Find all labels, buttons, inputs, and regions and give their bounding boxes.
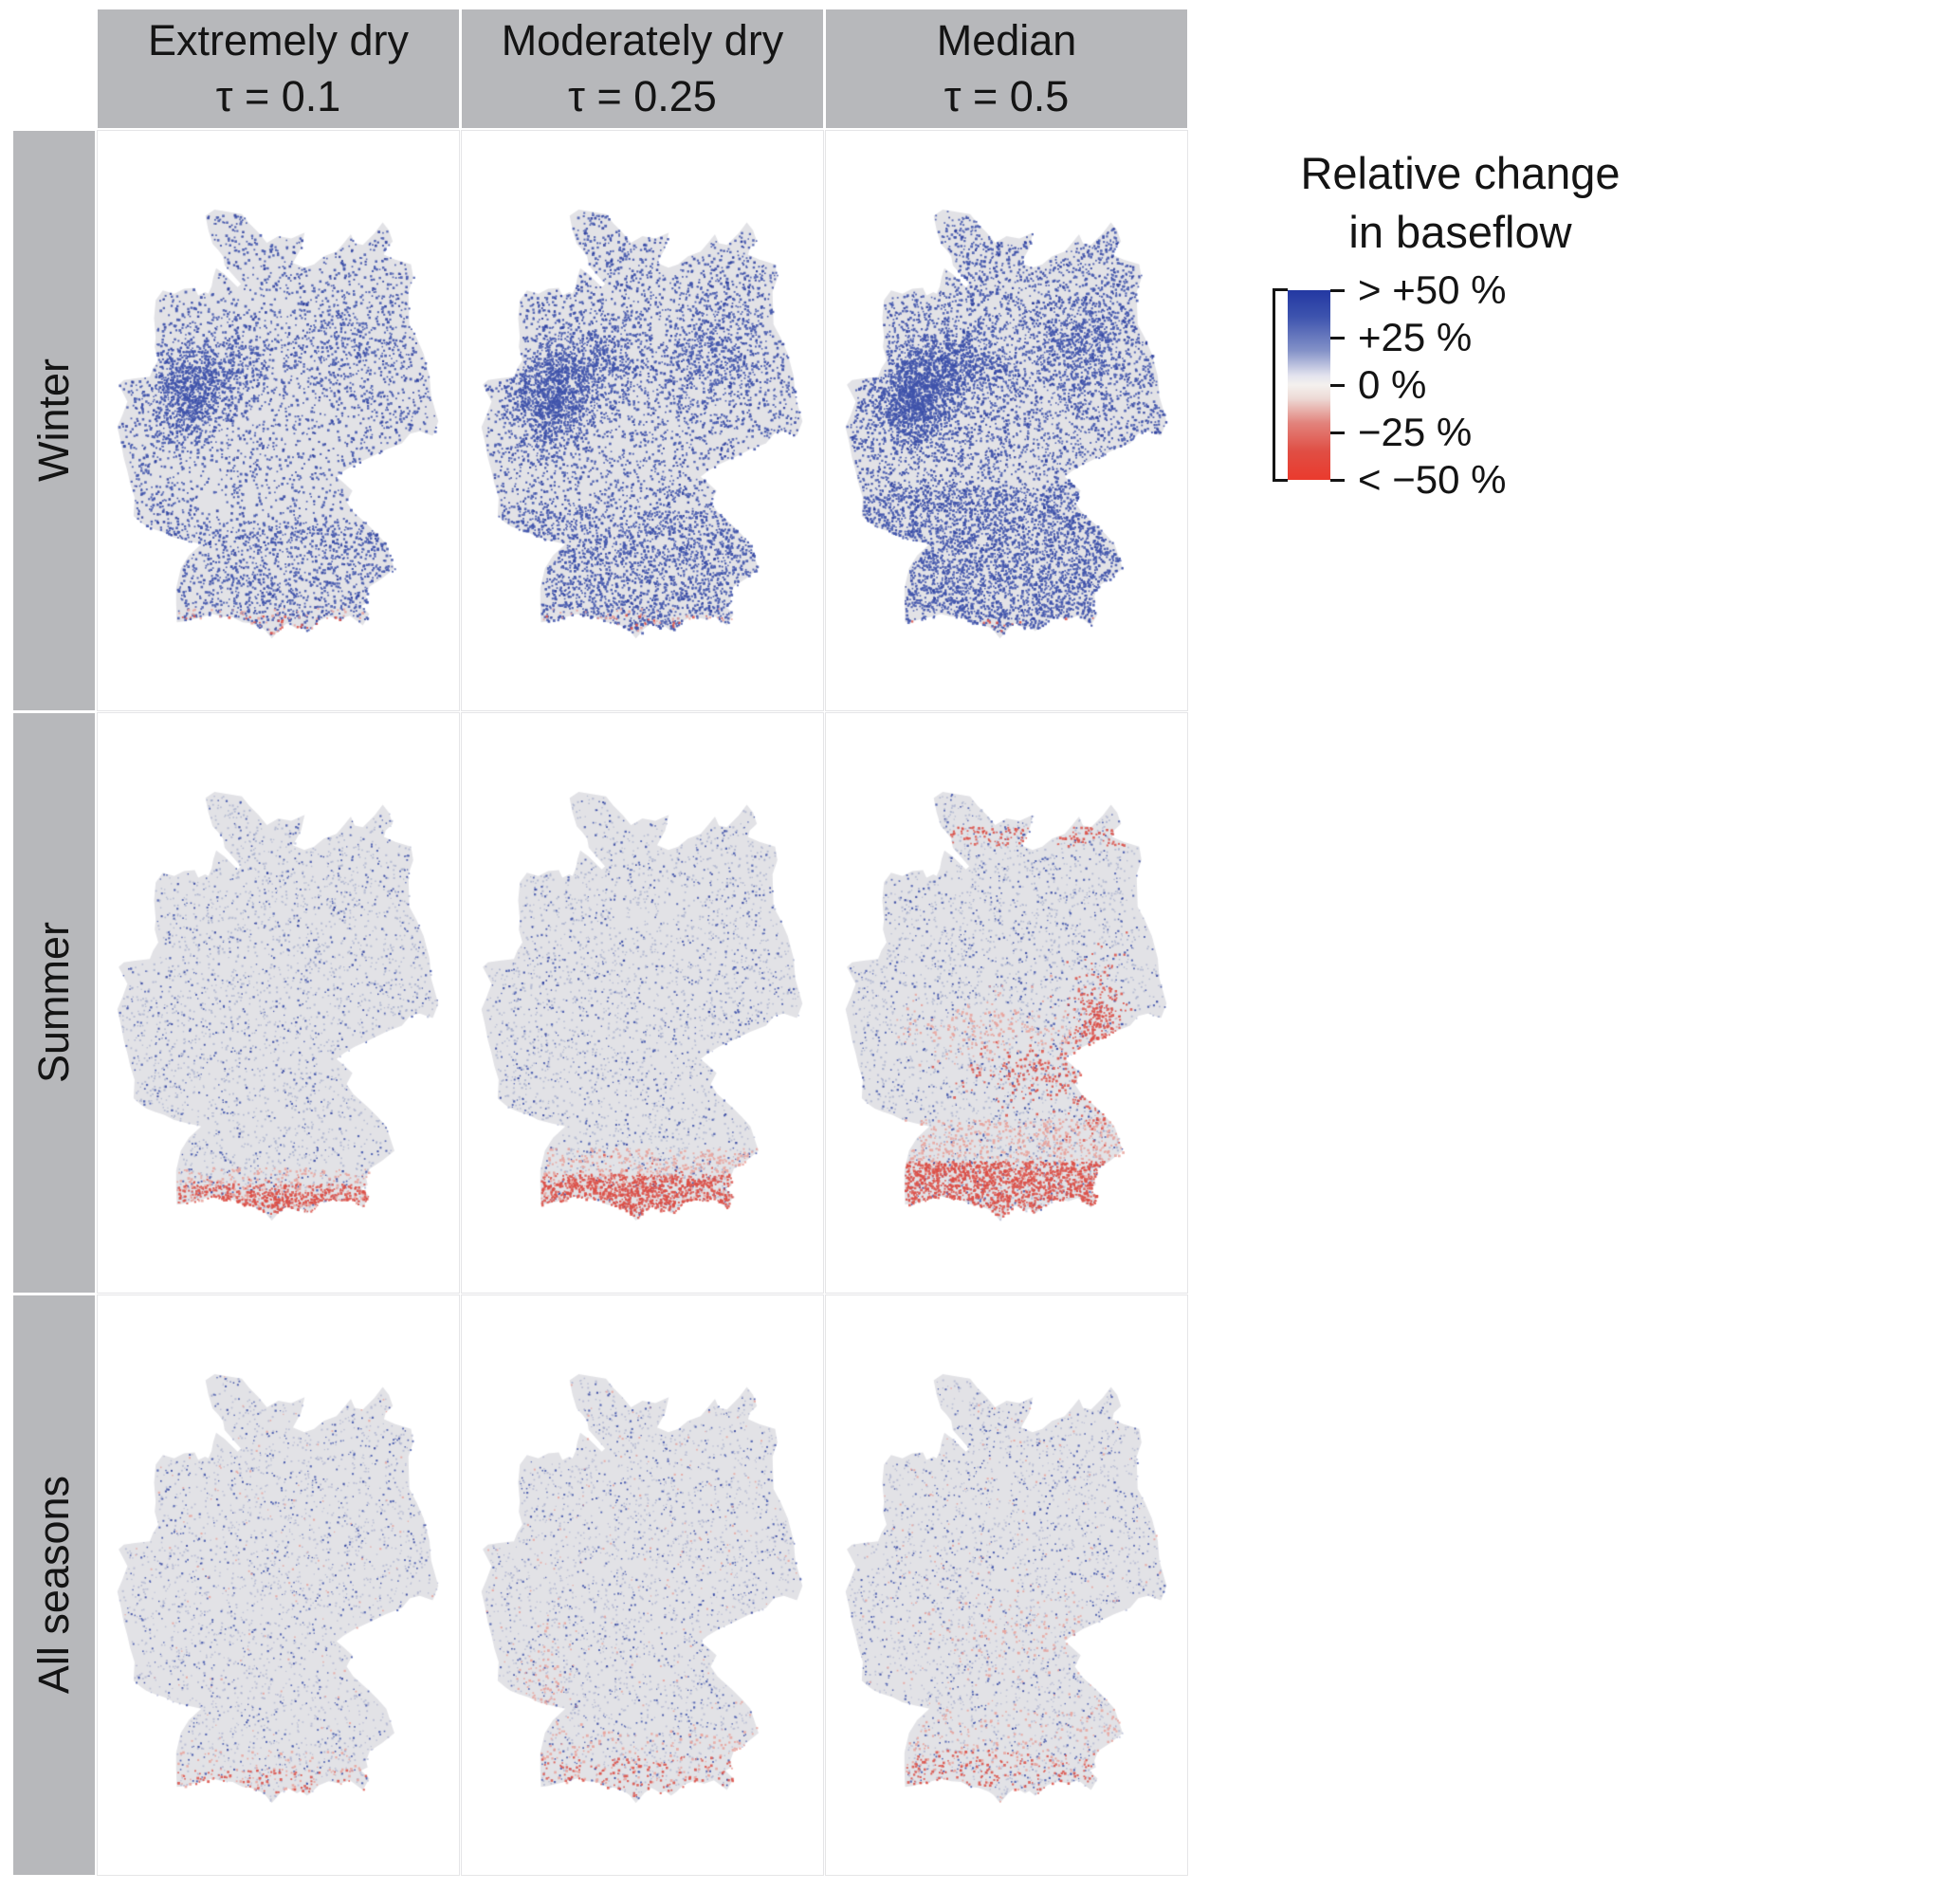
map-winter-tau-0-5 [829, 134, 1184, 707]
panel-summer-extremely-dry [97, 712, 460, 1294]
tick-minus50: < −50 % [1330, 457, 1506, 503]
map-all-seasons-tau-0-5 [829, 1298, 1184, 1872]
panel-all-seasons-extremely-dry [97, 1294, 460, 1876]
row-label-text: Summer [29, 922, 78, 1084]
tick-mark [1330, 288, 1345, 292]
col-header-label: Median [936, 16, 1077, 64]
colorbar-gradient [1288, 290, 1330, 481]
tick-label: < −50 % [1358, 457, 1507, 503]
row-label-text: All seasons [29, 1476, 78, 1695]
legend-title: Relative change in baseflow [1300, 148, 1621, 258]
tick-label: −25 % [1358, 410, 1473, 455]
row-label-summer: Summer [13, 713, 95, 1293]
facet-grid: Extremely dry τ = 0.1 Moderately dry τ =… [13, 9, 1188, 1876]
tick-label: > +50 % [1358, 267, 1507, 313]
panel-winter-extremely-dry [97, 130, 460, 711]
map-summer-tau-0-1 [101, 716, 456, 1290]
row-label-winter: Winter [13, 131, 95, 710]
panel-summer-moderately-dry [461, 712, 824, 1294]
tick-plus25: +25 % [1330, 315, 1472, 360]
col-header-tau: τ = 0.1 [215, 71, 341, 120]
panel-summer-median [825, 712, 1188, 1294]
map-all-seasons-tau-0-1 [101, 1298, 456, 1872]
col-header-label: Moderately dry [501, 16, 784, 64]
col-header-median: Median τ = 0.5 [826, 9, 1187, 128]
tick-minus25: −25 % [1330, 410, 1472, 455]
row-label-all-seasons: All seasons [13, 1295, 95, 1875]
tick-mark [1330, 383, 1345, 387]
tick-mark [1330, 478, 1345, 482]
col-header-tau: τ = 0.5 [943, 71, 1070, 120]
tick-zero: 0 % [1330, 362, 1426, 408]
corner-spacer [13, 9, 95, 128]
col-header-moderately-dry: Moderately dry τ = 0.25 [462, 9, 823, 128]
tick-mark [1330, 431, 1345, 434]
col-header-tau: τ = 0.25 [568, 71, 717, 120]
row-label-text: Winter [29, 358, 78, 483]
tick-plus50: > +50 % [1330, 267, 1506, 313]
tick-mark [1330, 336, 1345, 340]
panel-winter-moderately-dry [461, 130, 824, 711]
colorbar-frame [1273, 288, 1288, 483]
map-winter-tau-0-1 [101, 134, 456, 707]
panel-all-seasons-median [825, 1294, 1188, 1876]
tick-label: +25 % [1358, 315, 1473, 360]
col-header-label: Extremely dry [147, 16, 410, 64]
colorbar-legend: Relative change in baseflow > +50 % +25 … [1242, 144, 1678, 502]
tick-label: 0 % [1358, 362, 1427, 408]
map-winter-tau-0-25 [465, 134, 820, 707]
colorbar-ticks: > +50 % +25 % 0 % −25 % < −50 % [1330, 267, 1643, 502]
map-summer-tau-0-25 [465, 716, 820, 1290]
map-all-seasons-tau-0-25 [465, 1298, 820, 1872]
col-header-extremely-dry: Extremely dry τ = 0.1 [98, 9, 459, 128]
colorbar: > +50 % +25 % 0 % −25 % < −50 % [1273, 267, 1667, 502]
panel-winter-median [825, 130, 1188, 711]
map-summer-tau-0-5 [829, 716, 1184, 1290]
panel-all-seasons-moderately-dry [461, 1294, 824, 1876]
